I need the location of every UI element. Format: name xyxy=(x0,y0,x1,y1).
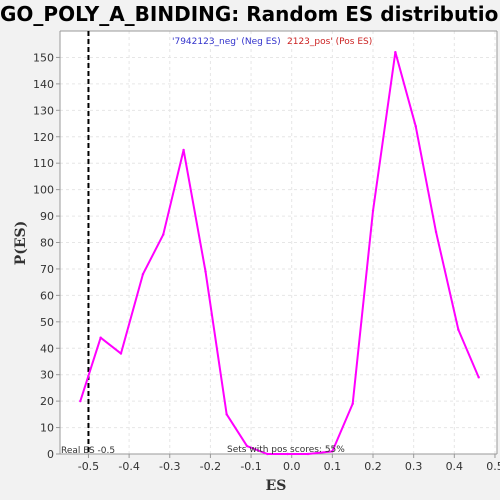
x-tick-label: -0.3 xyxy=(159,460,180,473)
series-group xyxy=(79,50,480,456)
x-tick-label: 0.0 xyxy=(283,460,301,473)
x-tick-label: 0.3 xyxy=(405,460,423,473)
x-tick-label: 0.5 xyxy=(486,460,500,473)
y-tick-label: 90 xyxy=(40,210,54,223)
y-tick-label: 80 xyxy=(40,237,54,250)
x-tick-label: -0.4 xyxy=(118,460,139,473)
data-point xyxy=(331,450,334,453)
x-tick-label: -0.5 xyxy=(78,460,99,473)
data-point xyxy=(394,50,397,54)
y-tick-label: 10 xyxy=(40,422,54,435)
data-point xyxy=(351,402,354,405)
x-tick-label: 0.4 xyxy=(446,460,464,473)
y-tick-label: 60 xyxy=(40,289,54,302)
y-tick-label: 100 xyxy=(33,184,54,197)
data-point xyxy=(182,148,185,152)
y-tick-label: 50 xyxy=(40,316,54,329)
data-point xyxy=(141,273,145,276)
data-point xyxy=(225,413,228,416)
data-point xyxy=(457,328,460,331)
data-point xyxy=(434,230,438,234)
data-point xyxy=(266,452,269,456)
y-tick-label: 20 xyxy=(40,395,54,408)
data-point xyxy=(79,399,82,403)
data-point xyxy=(245,444,249,448)
x-tick-label: 0.1 xyxy=(324,460,342,473)
y-axis-ticks: 0 10 20 30 40 50 60 70 80 90 100 110 120 130 140 150 xyxy=(33,51,60,461)
series-line xyxy=(79,51,480,455)
y-tick-label: 30 xyxy=(40,369,54,382)
chart-title: GO_POLY_A_BINDING: Random ES distributio… xyxy=(0,2,500,26)
y-tick-label: 150 xyxy=(33,51,54,64)
real-es-label: Real ES -0.5 xyxy=(61,446,115,456)
x-axis-ticks: -0.5 -0.4 -0.3 -0.2 -0.1 0.0 0.1 0.2 0.3 0.4 0.5 xyxy=(78,454,500,473)
y-axis-label: P(ES) xyxy=(13,221,29,266)
legend-neg-text: '7942123_neg' (Neg ES) xyxy=(172,37,281,47)
sets-pos-label: Sets with pos scores: 55% xyxy=(227,445,345,455)
data-point xyxy=(477,376,480,379)
data-point xyxy=(306,452,310,456)
data-point xyxy=(204,270,207,273)
data-point xyxy=(119,352,123,355)
data-point xyxy=(414,124,417,128)
y-tick-label: 0 xyxy=(47,448,54,461)
y-tick-label: 40 xyxy=(40,342,54,355)
y-tick-label: 130 xyxy=(33,104,54,117)
x-tick-label: -0.1 xyxy=(240,460,261,473)
y-tick-label: 140 xyxy=(33,78,54,91)
y-tick-label: 70 xyxy=(40,263,54,276)
data-point xyxy=(162,233,165,236)
data-point xyxy=(286,452,289,456)
legend-pos-text: 2123_pos' (Pos ES) xyxy=(287,37,372,47)
y-tick-label: 120 xyxy=(33,131,54,144)
x-tick-label: 0.2 xyxy=(364,460,382,473)
x-axis-label: ES xyxy=(266,478,287,494)
data-point xyxy=(99,336,102,339)
data-point xyxy=(371,209,375,212)
y-tick-label: 110 xyxy=(33,157,54,170)
x-tick-label: -0.2 xyxy=(200,460,221,473)
